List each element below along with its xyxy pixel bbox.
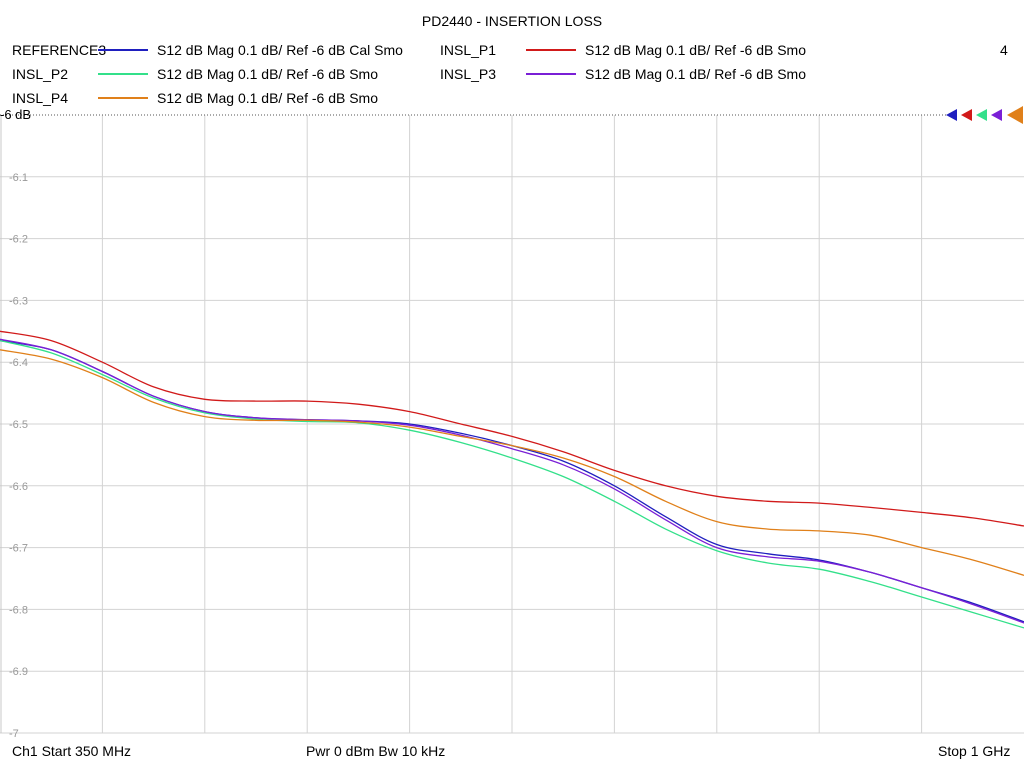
chart-title: PD2440 - INSERTION LOSS: [421, 13, 603, 29]
legend-description: S12 dB Mag 0.1 dB/ Ref -6 dB Smo: [157, 66, 379, 82]
reference-marker-reference3[interactable]: [946, 109, 957, 121]
y-tick-label: -6.6: [9, 481, 28, 493]
y-tick-label: -6.5: [9, 419, 28, 431]
y-tick-label: -6.1: [9, 172, 28, 184]
y-tick-label: -6.4: [9, 357, 28, 369]
reference-label: -6 dB: [0, 107, 31, 122]
legend-swatch: [526, 73, 576, 75]
legend-swatch: [98, 97, 148, 99]
series-line-insl_p2[interactable]: [0, 339, 1024, 629]
footer-power: Pwr 0 dBm Bw 10 kHz: [306, 743, 446, 759]
reference-marker-insl_p3[interactable]: [991, 109, 1002, 121]
legend-name: INSL_P3: [440, 66, 497, 82]
legend-description: S12 dB Mag 0.1 dB/ Ref -6 dB Smo: [585, 66, 807, 82]
legend-swatch: [98, 73, 148, 75]
legend-name: REFERENCE3: [12, 42, 107, 58]
legend-swatch: [526, 49, 576, 51]
y-tick-label: -6.3: [9, 295, 28, 307]
channel-number: 4: [1000, 42, 1008, 58]
y-tick-label: -6.2: [9, 234, 28, 246]
y-tick-label: -7: [9, 728, 19, 740]
series-line-insl_p4[interactable]: [0, 349, 1024, 577]
y-tick-label: -6.9: [9, 666, 28, 678]
reference-marker-insl_p4[interactable]: [1007, 106, 1023, 124]
y-tick-label: -6.8: [9, 604, 28, 616]
series-line-insl_p1[interactable]: [0, 330, 1024, 527]
y-tick-label: -6.7: [9, 543, 28, 555]
series-line-insl_p3[interactable]: [0, 338, 1024, 624]
legend-name: INSL_P2: [12, 66, 69, 82]
legend-description: S12 dB Mag 0.1 dB/ Ref -6 dB Smo: [585, 42, 807, 58]
legend-description: S12 dB Mag 0.1 dB/ Ref -6 dB Smo: [157, 90, 379, 106]
legend-name: INSL_P1: [440, 42, 497, 58]
footer-stop: Stop 1 GHz: [938, 743, 1011, 759]
legend-swatch: [98, 49, 148, 51]
legend-name: INSL_P4: [12, 90, 69, 106]
reference-marker-insl_p2[interactable]: [976, 109, 987, 121]
reference-marker-insl_p1[interactable]: [961, 109, 972, 121]
footer-start: Ch1 Start 350 MHz: [12, 743, 132, 759]
legend-description: S12 dB Mag 0.1 dB/ Ref -6 dB Cal Smo: [157, 42, 403, 58]
